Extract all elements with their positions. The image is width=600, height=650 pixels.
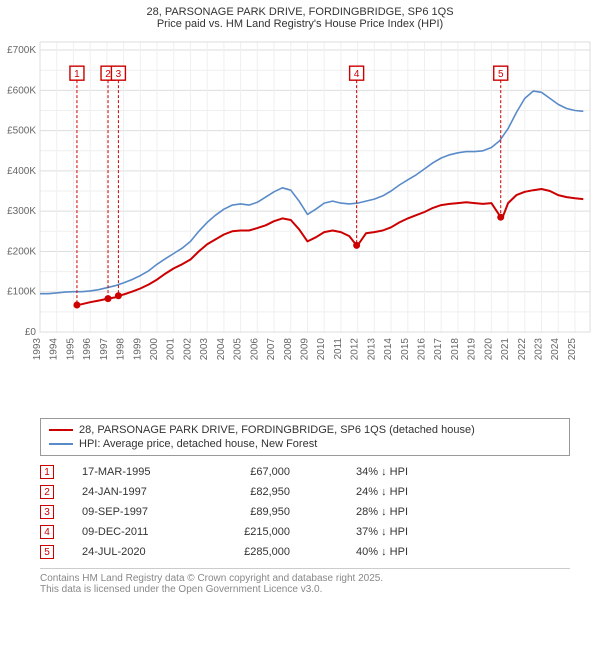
- svg-text:2006: 2006: [249, 338, 260, 361]
- svg-text:2003: 2003: [199, 338, 210, 361]
- sales-table: 1 17-MAR-1995 £67,000 34% ↓ HPI 2 24-JAN-1997…: [40, 462, 570, 562]
- svg-text:2007: 2007: [266, 338, 277, 361]
- svg-text:1999: 1999: [132, 338, 143, 361]
- svg-text:1993: 1993: [32, 338, 43, 361]
- svg-text:2015: 2015: [400, 338, 411, 361]
- svg-text:2016: 2016: [416, 338, 427, 361]
- svg-text:1997: 1997: [99, 338, 110, 361]
- svg-text:1998: 1998: [116, 338, 127, 361]
- chart-svg: £0 £100K £200K £300K £400K £500K £600K £700K 199…: [0, 32, 600, 412]
- svg-text:2: 2: [105, 69, 111, 80]
- svg-text:2021: 2021: [500, 338, 511, 361]
- sale-diff: 34% ↓ HPI: [318, 466, 408, 478]
- svg-text:2009: 2009: [299, 338, 310, 361]
- legend-label-price-paid: 28, PARSONAGE PARK DRIVE, FORDINGBRIDGE,…: [79, 424, 475, 436]
- svg-text:2000: 2000: [149, 338, 160, 361]
- sale-date: 09-SEP-1997: [82, 506, 182, 518]
- svg-text:2010: 2010: [316, 338, 327, 361]
- sale-row: 2 24-JAN-1997 £82,950 24% ↓ HPI: [40, 482, 570, 502]
- svg-text:2025: 2025: [567, 338, 578, 361]
- footer-attribution: Contains HM Land Registry data © Crown c…: [40, 568, 570, 595]
- svg-text:2023: 2023: [534, 338, 545, 361]
- sale-diff: 28% ↓ HPI: [318, 506, 408, 518]
- svg-text:2022: 2022: [517, 338, 528, 361]
- title-subtitle: Price paid vs. HM Land Registry's House …: [10, 18, 590, 30]
- svg-text:£100K: £100K: [7, 287, 36, 298]
- sale-marker-icon: 2: [40, 485, 54, 499]
- svg-text:2005: 2005: [233, 338, 244, 361]
- svg-text:£500K: £500K: [7, 126, 36, 137]
- sale-price: £82,950: [210, 486, 290, 498]
- sale-row: 5 24-JUL-2020 £285,000 40% ↓ HPI: [40, 542, 570, 562]
- sale-date: 09-DEC-2011: [82, 526, 182, 538]
- legend-row-hpi: HPI: Average price, detached house, New …: [49, 437, 561, 451]
- legend: 28, PARSONAGE PARK DRIVE, FORDINGBRIDGE,…: [40, 418, 570, 456]
- svg-text:2002: 2002: [182, 338, 193, 361]
- svg-text:1995: 1995: [65, 338, 76, 361]
- legend-label-hpi: HPI: Average price, detached house, New …: [79, 438, 317, 450]
- sale-marker-icon: 1: [40, 465, 54, 479]
- footer-line2: This data is licensed under the Open Gov…: [40, 584, 570, 595]
- svg-text:1996: 1996: [82, 338, 93, 361]
- svg-text:£0: £0: [25, 327, 37, 338]
- legend-row-price-paid: 28, PARSONAGE PARK DRIVE, FORDINGBRIDGE,…: [49, 423, 561, 437]
- svg-text:2024: 2024: [550, 338, 561, 361]
- sale-date: 24-JAN-1997: [82, 486, 182, 498]
- svg-text:2020: 2020: [483, 338, 494, 361]
- chart-title: 28, PARSONAGE PARK DRIVE, FORDINGBRIDGE,…: [0, 0, 600, 32]
- sale-marker-icon: 5: [40, 545, 54, 559]
- svg-text:2001: 2001: [166, 338, 177, 361]
- svg-text:2012: 2012: [350, 338, 361, 361]
- svg-text:2008: 2008: [283, 338, 294, 361]
- sale-diff: 24% ↓ HPI: [318, 486, 408, 498]
- sale-price: £215,000: [210, 526, 290, 538]
- legend-swatch-hpi: [49, 443, 73, 445]
- svg-text:5: 5: [498, 69, 504, 80]
- price-chart: £0 £100K £200K £300K £400K £500K £600K £700K 199…: [0, 32, 600, 412]
- svg-text:3: 3: [116, 69, 122, 80]
- svg-text:2004: 2004: [216, 338, 227, 361]
- sale-price: £67,000: [210, 466, 290, 478]
- sale-marker-icon: 3: [40, 505, 54, 519]
- svg-text:2014: 2014: [383, 338, 394, 361]
- sale-price: £89,950: [210, 506, 290, 518]
- svg-text:£600K: £600K: [7, 85, 36, 96]
- sale-row: 3 09-SEP-1997 £89,950 28% ↓ HPI: [40, 502, 570, 522]
- legend-swatch-price-paid: [49, 429, 73, 431]
- svg-text:2019: 2019: [467, 338, 478, 361]
- sale-date: 24-JUL-2020: [82, 546, 182, 558]
- sale-diff: 37% ↓ HPI: [318, 526, 408, 538]
- sale-marker-icon: 4: [40, 525, 54, 539]
- title-address: 28, PARSONAGE PARK DRIVE, FORDINGBRIDGE,…: [10, 6, 590, 18]
- svg-text:2018: 2018: [450, 338, 461, 361]
- svg-text:£300K: £300K: [7, 206, 36, 217]
- svg-text:4: 4: [354, 69, 360, 80]
- svg-text:£200K: £200K: [7, 246, 36, 257]
- sale-price: £285,000: [210, 546, 290, 558]
- sale-row: 1 17-MAR-1995 £67,000 34% ↓ HPI: [40, 462, 570, 482]
- svg-text:2013: 2013: [366, 338, 377, 361]
- svg-text:2017: 2017: [433, 338, 444, 361]
- svg-text:2011: 2011: [333, 338, 344, 360]
- svg-text:£700K: £700K: [7, 45, 36, 56]
- sale-row: 4 09-DEC-2011 £215,000 37% ↓ HPI: [40, 522, 570, 542]
- sale-date: 17-MAR-1995: [82, 466, 182, 478]
- svg-text:1: 1: [74, 69, 80, 80]
- sale-diff: 40% ↓ HPI: [318, 546, 408, 558]
- footer-line1: Contains HM Land Registry data © Crown c…: [40, 573, 570, 584]
- svg-text:£400K: £400K: [7, 166, 36, 177]
- svg-text:1994: 1994: [49, 338, 60, 361]
